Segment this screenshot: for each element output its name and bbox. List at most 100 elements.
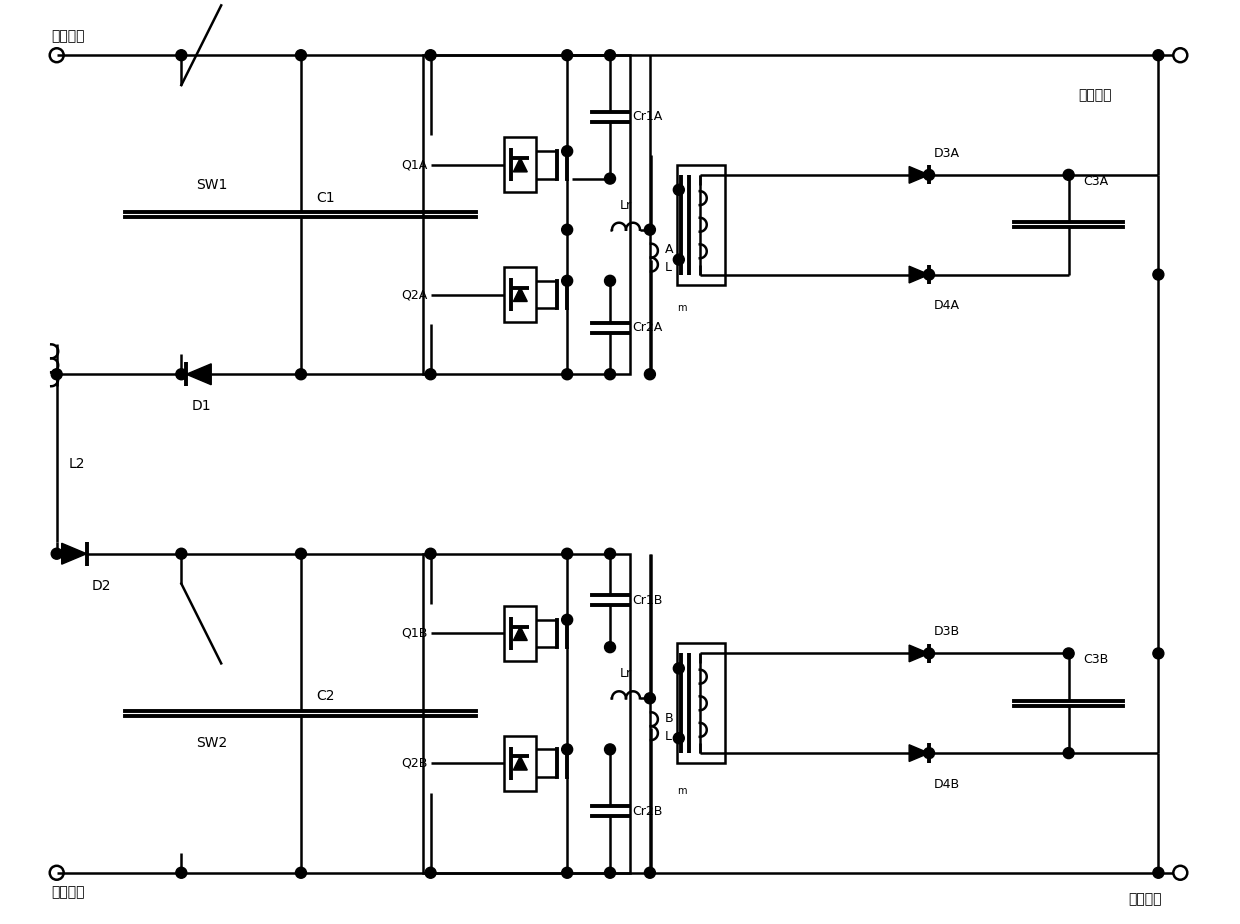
Text: C1: C1 xyxy=(316,190,335,205)
Text: Q1B: Q1B xyxy=(402,627,428,640)
Text: L: L xyxy=(665,261,672,274)
Polygon shape xyxy=(513,287,527,301)
Circle shape xyxy=(295,868,306,878)
Text: D3A: D3A xyxy=(934,147,960,160)
Circle shape xyxy=(605,548,615,559)
Text: D4A: D4A xyxy=(934,299,960,312)
Text: L: L xyxy=(665,730,672,743)
Circle shape xyxy=(673,184,684,195)
Circle shape xyxy=(562,225,573,236)
Circle shape xyxy=(673,254,684,265)
Text: Q2B: Q2B xyxy=(402,757,428,770)
Text: C3A: C3A xyxy=(1084,175,1109,188)
Circle shape xyxy=(673,733,684,744)
Polygon shape xyxy=(513,158,527,172)
Circle shape xyxy=(605,275,615,286)
Polygon shape xyxy=(62,543,87,565)
Circle shape xyxy=(425,868,436,878)
Text: m: m xyxy=(677,786,686,796)
Text: Cr1A: Cr1A xyxy=(632,110,662,124)
Bar xyxy=(505,606,536,661)
Circle shape xyxy=(176,50,187,61)
Circle shape xyxy=(1063,648,1074,659)
Circle shape xyxy=(51,548,62,559)
Circle shape xyxy=(425,369,436,380)
Circle shape xyxy=(1063,748,1074,759)
Circle shape xyxy=(562,614,573,626)
Circle shape xyxy=(605,50,615,61)
Text: Lr: Lr xyxy=(620,199,632,212)
Circle shape xyxy=(645,693,656,704)
Bar xyxy=(505,267,536,322)
Circle shape xyxy=(295,369,306,380)
Text: D1: D1 xyxy=(191,399,211,413)
Text: D2: D2 xyxy=(92,578,112,592)
Circle shape xyxy=(645,868,656,878)
Circle shape xyxy=(645,225,656,236)
Circle shape xyxy=(562,548,573,559)
Circle shape xyxy=(176,868,187,878)
Text: D4B: D4B xyxy=(934,778,960,791)
Circle shape xyxy=(1153,648,1164,659)
Circle shape xyxy=(645,369,656,380)
Text: 输出负端: 输出负端 xyxy=(1128,893,1162,906)
Circle shape xyxy=(176,548,187,559)
Text: Q1A: Q1A xyxy=(402,158,428,171)
Polygon shape xyxy=(909,166,929,183)
Circle shape xyxy=(562,275,573,286)
Text: SW2: SW2 xyxy=(196,736,227,750)
Circle shape xyxy=(605,868,615,878)
Text: 输入负端: 输入负端 xyxy=(52,884,86,899)
Text: C2: C2 xyxy=(316,689,335,703)
Circle shape xyxy=(1153,50,1164,61)
Text: L2: L2 xyxy=(68,457,86,471)
Text: Cr2B: Cr2B xyxy=(632,805,662,818)
Text: D3B: D3B xyxy=(934,626,960,638)
Circle shape xyxy=(51,369,62,380)
Circle shape xyxy=(924,269,935,280)
Circle shape xyxy=(673,663,684,674)
Bar xyxy=(423,553,630,873)
Circle shape xyxy=(605,641,615,652)
Text: m: m xyxy=(677,302,686,312)
Polygon shape xyxy=(909,645,929,662)
Circle shape xyxy=(562,146,573,157)
Circle shape xyxy=(1153,868,1164,878)
Circle shape xyxy=(605,744,615,755)
Circle shape xyxy=(924,748,935,759)
Bar xyxy=(505,736,536,791)
Circle shape xyxy=(562,868,573,878)
Circle shape xyxy=(295,50,306,61)
Circle shape xyxy=(924,648,935,659)
Polygon shape xyxy=(513,756,527,770)
Text: B: B xyxy=(665,711,673,724)
Bar xyxy=(423,55,630,374)
Text: A: A xyxy=(665,243,673,256)
Text: Q2A: Q2A xyxy=(402,288,428,301)
Circle shape xyxy=(562,744,573,755)
Polygon shape xyxy=(909,745,929,761)
Circle shape xyxy=(295,548,306,559)
Text: 输出正端: 输出正端 xyxy=(1079,88,1112,103)
Circle shape xyxy=(562,50,573,61)
Polygon shape xyxy=(909,266,929,283)
Text: Lr: Lr xyxy=(620,667,632,680)
Polygon shape xyxy=(513,626,527,640)
Polygon shape xyxy=(186,364,211,384)
Circle shape xyxy=(1153,269,1164,280)
Circle shape xyxy=(1063,169,1074,180)
Text: 输入正端: 输入正端 xyxy=(52,30,86,43)
Circle shape xyxy=(425,50,436,61)
Text: Cr1B: Cr1B xyxy=(632,594,662,607)
Circle shape xyxy=(924,169,935,180)
Text: C3B: C3B xyxy=(1084,653,1109,666)
Circle shape xyxy=(605,173,615,184)
Text: Cr2A: Cr2A xyxy=(632,321,662,334)
Circle shape xyxy=(562,369,573,380)
Circle shape xyxy=(425,548,436,559)
Bar xyxy=(505,138,536,192)
Circle shape xyxy=(605,369,615,380)
Bar xyxy=(677,643,724,763)
Bar xyxy=(677,164,724,285)
Circle shape xyxy=(176,369,187,380)
